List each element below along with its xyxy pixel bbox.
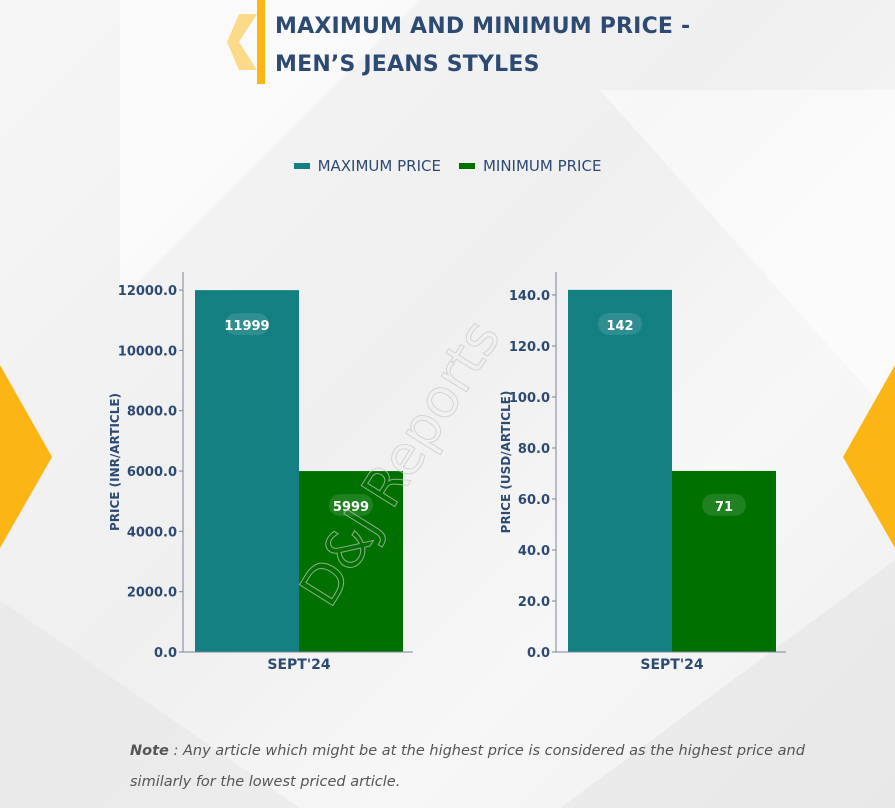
y-tick-label: 10000.0 [118, 344, 177, 359]
y-tick-label: 20.0 [518, 595, 550, 610]
legend: MAXIMUM PRICE MINIMUM PRICE [0, 157, 895, 175]
title-line-2: MEN’S JEANS STYLES [275, 52, 540, 77]
footnote-label: Note [130, 743, 169, 759]
y-tick-label: 4000.0 [127, 525, 177, 540]
y-tick-label: 120.0 [509, 340, 550, 355]
x-tick-label: SEPT'24 [267, 657, 330, 673]
legend-label-minimum: MINIMUM PRICE [482, 157, 602, 175]
right-chevron-decoration [843, 365, 895, 548]
y-tick-label: 60.0 [518, 493, 550, 508]
y-tick-label: 80.0 [518, 442, 550, 457]
y-tick-label: 8000.0 [127, 405, 177, 420]
legend-swatch-maximum [293, 163, 310, 169]
data-label-bg-0 [225, 313, 269, 336]
legend-swatch-minimum [458, 163, 475, 169]
data-label-0: 11999 [224, 319, 269, 334]
chart-inr: 11999 5999 0.0 2000.0 4000.0 6000.0 8000.0 1000… [108, 272, 413, 673]
y-tick-label: 0.0 [154, 646, 177, 661]
legend-item-minimum: MINIMUM PRICE [458, 157, 602, 175]
x-tick-label: SEPT'24 [640, 657, 703, 673]
data-label-1: 71 [715, 500, 733, 515]
footnote-text: : Any article which might be at the high… [130, 743, 805, 790]
data-label-0: 142 [606, 319, 633, 334]
legend-item-maximum: MAXIMUM PRICE [293, 157, 441, 175]
bar-maximum-0 [195, 290, 299, 652]
y-tick-label: 2000.0 [127, 586, 177, 601]
footnote: Note : Any article which might be at the… [130, 736, 830, 798]
data-label-bg-1 [702, 493, 746, 516]
chart-usd: 142 71 0.0 20.0 40.0 60.0 80.0 100.0 120.0 140.0 S… [499, 272, 786, 673]
y-tick-label: 6000.0 [127, 465, 177, 480]
title-line-1: MAXIMUM AND MINIMUM PRICE - [275, 14, 691, 39]
data-label-1: 5999 [333, 500, 369, 515]
y-axis-label: PRICE (USD/ARTICLE) [499, 391, 513, 534]
bar-minimum-0 [299, 471, 403, 652]
legend-label-maximum: MAXIMUM PRICE [317, 157, 441, 175]
y-axis-label: PRICE (INR/ARTICLE) [108, 393, 122, 531]
y-tick-label: 0.0 [527, 646, 550, 661]
y-tick-label: 12000.0 [118, 284, 177, 299]
bar-maximum-1 [568, 289, 672, 652]
data-label-bg-1 [329, 494, 373, 517]
y-tick-label: 140.0 [509, 289, 550, 304]
bar-minimum-1 [672, 470, 776, 652]
left-chevron-decoration [0, 365, 52, 548]
y-tick-label: 40.0 [518, 544, 550, 559]
y-tick-label: 100.0 [509, 391, 550, 406]
page-title: MAXIMUM AND MINIMUM PRICE - MEN’S JEANS … [275, 8, 690, 84]
data-label-bg-0 [598, 312, 642, 335]
title-accent-icon [227, 0, 265, 84]
